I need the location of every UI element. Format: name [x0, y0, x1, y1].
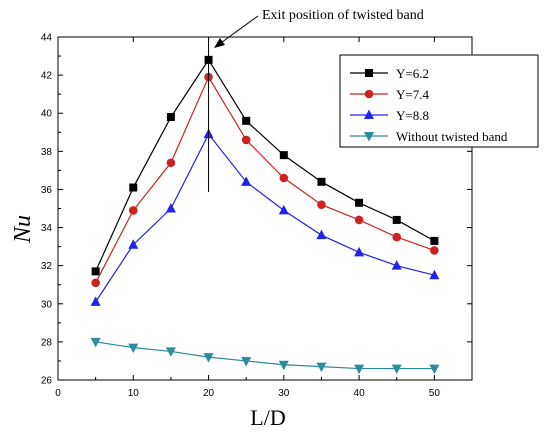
series-4	[90, 337, 440, 375]
legend-label: Y=8.8	[396, 108, 429, 123]
x-axis-title: L/D	[250, 405, 285, 430]
y-axis-title: Nu	[10, 215, 36, 244]
data-point	[128, 239, 139, 249]
legend-label: Y=7.4	[396, 87, 429, 102]
data-point	[354, 246, 365, 257]
data-point	[429, 269, 440, 280]
x-tick-label: 50	[429, 388, 441, 399]
annotation-arrow-shaft	[217, 15, 259, 46]
data-point	[430, 246, 439, 255]
y-tick-label: 42	[41, 71, 53, 82]
legend-item: Y=8.8	[350, 108, 429, 123]
data-point	[279, 173, 289, 183]
data-point	[129, 183, 138, 192]
x-tick-label: 40	[354, 388, 366, 399]
y-tick-label: 38	[41, 147, 53, 158]
legend-label: Without twisted band	[396, 129, 508, 144]
legend: Y=6.2 Y=7.4 Y=8.8 Without twisted band	[339, 54, 539, 148]
data-point	[317, 200, 326, 209]
data-point	[278, 360, 289, 371]
data-point	[91, 278, 100, 288]
x-tick-label: 0	[55, 388, 61, 399]
data-point	[203, 353, 214, 363]
data-point	[391, 260, 402, 270]
data-point	[354, 364, 365, 375]
data-point	[165, 347, 176, 357]
annotation-label: Exit position of twisted band	[262, 8, 424, 23]
y-tick-label: 32	[41, 261, 53, 272]
legend-marker	[365, 69, 373, 77]
data-point	[91, 267, 100, 276]
data-point	[242, 116, 251, 125]
data-point	[241, 356, 252, 367]
data-point	[166, 113, 175, 122]
x-axis: 0 10 20 30 40 50	[55, 37, 440, 399]
data-point	[241, 176, 252, 186]
y-axis: 26 28 30 32 34 36 38 40 42 44	[41, 33, 472, 387]
legend-label: Y=6.2	[396, 66, 429, 81]
y-tick-label: 36	[41, 185, 53, 196]
x-tick-label: 10	[128, 388, 140, 399]
data-point	[90, 337, 101, 348]
data-point	[241, 135, 251, 145]
data-point	[166, 158, 176, 168]
series-3	[90, 128, 440, 306]
legend-item: Y=7.4	[350, 87, 429, 102]
data-point	[355, 198, 364, 207]
y-tick-label: 28	[41, 337, 53, 348]
series-layer	[90, 55, 440, 375]
data-point	[165, 203, 176, 213]
annotation: Exit position of twisted band	[208, 8, 424, 192]
series-1	[91, 55, 439, 276]
y-tick-label: 44	[41, 33, 53, 44]
data-point	[354, 215, 364, 225]
data-point	[278, 204, 289, 215]
data-point	[392, 232, 402, 242]
data-point	[430, 236, 439, 245]
series-line	[95, 58, 435, 272]
data-point	[429, 364, 440, 375]
y-tick-label: 40	[41, 109, 53, 120]
data-point	[391, 364, 402, 375]
data-point	[316, 229, 327, 240]
series-line	[95, 133, 435, 303]
data-point	[128, 206, 138, 215]
legend-marker	[364, 89, 374, 99]
data-point	[279, 151, 288, 160]
y-tick-label: 34	[41, 223, 53, 234]
series-line	[95, 341, 435, 370]
data-point	[90, 296, 101, 306]
legend-item: Without twisted band	[350, 129, 508, 144]
data-point	[317, 177, 326, 186]
legend-item: Y=6.2	[350, 66, 429, 81]
series-2	[91, 72, 439, 288]
data-point	[128, 343, 139, 354]
legend-marker	[364, 132, 374, 142]
y-tick-label: 26	[41, 376, 53, 387]
y-tick-label: 30	[41, 299, 53, 310]
legend-marker	[364, 109, 374, 119]
x-tick-label: 30	[278, 388, 290, 399]
annotation-arrow-head	[214, 38, 225, 48]
series-line	[95, 75, 435, 284]
data-point	[392, 215, 401, 224]
data-point	[316, 362, 327, 373]
x-tick-label: 20	[203, 388, 215, 399]
